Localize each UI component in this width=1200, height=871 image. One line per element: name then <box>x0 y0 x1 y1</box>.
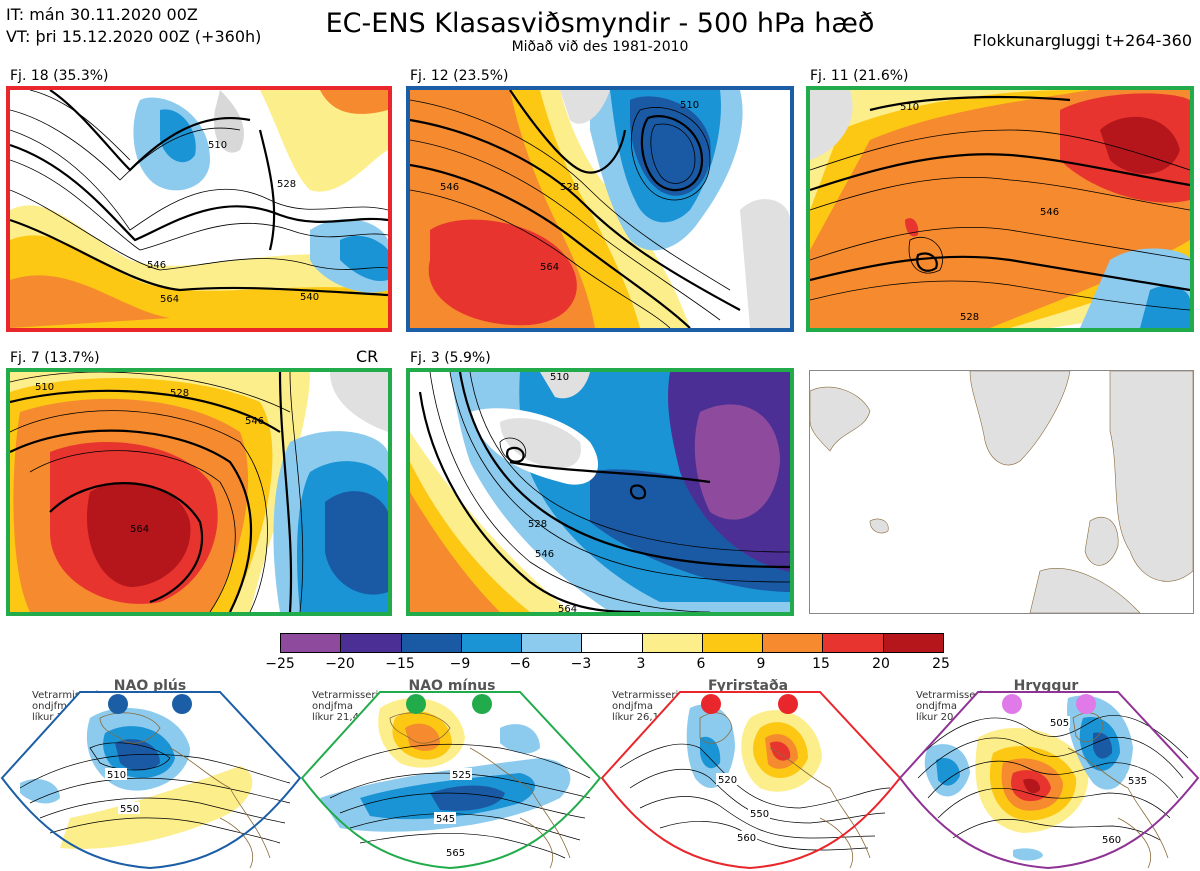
contour-label: 564 <box>130 524 149 535</box>
regime-3-marker <box>701 694 721 714</box>
panel-5-label: Fj. 3 (5.9%) <box>410 350 491 366</box>
colorbar-swatch <box>702 634 764 652</box>
colorbar-swatch <box>401 634 462 652</box>
regime-1-map: 510 550 <box>0 691 302 870</box>
regime-1-marker <box>108 694 128 714</box>
regime-2-map: 525 545 565 <box>300 691 602 870</box>
contour-label: 510 <box>680 100 699 111</box>
contour-label: 510 <box>900 102 919 113</box>
contour-label: 510 <box>107 770 126 781</box>
regime-3-map: 520 550 560 <box>600 691 902 870</box>
contour-label: 540 <box>300 292 319 303</box>
contour-label: 535 <box>1128 776 1147 787</box>
contour-label: 528 <box>277 179 296 190</box>
contour-label: 546 <box>535 549 554 560</box>
colorbar-tick: 20 <box>872 656 890 672</box>
colorbar-swatch <box>883 634 943 652</box>
regime-3-title: Fyrirstaða <box>707 678 789 694</box>
contour-label: 546 <box>1040 207 1059 218</box>
colorbar <box>280 633 944 653</box>
contour-label: 550 <box>750 809 769 820</box>
colorbar-swatch <box>461 634 523 652</box>
panel-4-tag: CR <box>356 347 379 366</box>
page-title: EC-ENS Klasasviðsmyndir - 500 hPa hæð <box>325 8 875 39</box>
contour-label: 564 <box>558 604 577 612</box>
regime-3-marker <box>778 694 798 714</box>
regime-4-map: 505 535 560 <box>898 691 1200 870</box>
contour-label: 560 <box>737 833 756 844</box>
cluster-map-4: 510 528 546 564 <box>6 368 392 616</box>
colorbar-tick: 6 <box>696 656 706 672</box>
cluster-map-1: 510 528 546 564 540 <box>6 86 392 332</box>
contour-label: 564 <box>160 294 179 305</box>
contour-label: 546 <box>147 260 166 271</box>
colorbar-tick: −20 <box>325 656 355 672</box>
regime-1-marker <box>172 694 192 714</box>
panel-2-label: Fj. 12 (23.5%) <box>410 68 509 84</box>
regime-3-note: Vetrarmisseri ondjfma líkur 26,1% <box>612 690 679 723</box>
colorbar-swatch <box>823 634 884 652</box>
regime-2-marker <box>406 694 426 714</box>
regime-4-title: Hryggur <box>1013 678 1079 694</box>
regime-2-note: Vetrarmisseri ondjfma líkur 21,4% <box>312 690 379 723</box>
cluster-map-2: 510 528 546 564 <box>406 86 794 332</box>
colorbar-tick: −25 <box>265 656 295 672</box>
header-info: IT: mán 30.11.2020 00Z VT: þri 15.12.202… <box>6 4 261 48</box>
contour-label: 510 <box>35 382 54 393</box>
contour-label: 528 <box>560 182 579 193</box>
regime-1-title: NAO plús <box>113 678 187 694</box>
colorbar-swatch <box>522 634 583 652</box>
colorbar-swatch <box>341 634 402 652</box>
contour-label: 525 <box>452 770 471 781</box>
regime-2-marker <box>472 694 492 714</box>
panel-1-label: Fj. 18 (35.3%) <box>10 68 109 84</box>
colorbar-tick: 15 <box>812 656 830 672</box>
contour-label: 510 <box>550 372 569 383</box>
contour-label: 510 <box>208 140 227 151</box>
regime-4-note: Vetrarmisseri ondjfma líkur 20,2% <box>916 690 983 723</box>
panel-4-label: Fj. 7 (13.7%) <box>10 350 100 366</box>
regime-4-marker <box>1076 694 1096 714</box>
contour-label: 505 <box>1050 718 1069 729</box>
regime-2-title: NAO mínus <box>408 678 496 694</box>
regime-4-marker <box>1002 694 1022 714</box>
issue-time: IT: mán 30.11.2020 00Z <box>6 5 198 24</box>
contour-label: 528 <box>528 519 547 530</box>
contour-label: 546 <box>245 416 264 427</box>
cluster-map-3: 510 528 546 <box>806 86 1194 332</box>
contour-label: 560 <box>1102 835 1121 846</box>
empty-basemap <box>809 370 1194 614</box>
contour-label: 546 <box>440 182 459 193</box>
page-subtitle: Miðað við des 1981-2010 <box>511 39 689 55</box>
classification-window: Flokkunargluggi t+264-360 <box>973 31 1192 50</box>
colorbar-tick: 3 <box>636 656 646 672</box>
contour-label: 528 <box>960 312 979 323</box>
colorbar-tick: −6 <box>509 656 531 672</box>
contour-label: 520 <box>718 775 737 786</box>
colorbar-swatch <box>763 634 824 652</box>
colorbar-swatch <box>281 634 342 652</box>
cluster-map-5: 510 528 546 564 <box>406 368 794 616</box>
colorbar-tick: −15 <box>385 656 415 672</box>
contour-label: 550 <box>120 804 139 815</box>
panel-3-label: Fj. 11 (21.6%) <box>810 68 909 84</box>
colorbar-swatch <box>582 634 643 652</box>
contour-label: 565 <box>446 848 465 859</box>
contour-label: 545 <box>436 814 455 825</box>
colorbar-tick: −3 <box>570 656 592 672</box>
colorbar-swatch <box>642 634 703 652</box>
contour-label: 564 <box>540 262 559 273</box>
colorbar-tick: 9 <box>756 656 766 672</box>
valid-time: VT: þri 15.12.2020 00Z (+360h) <box>6 27 262 46</box>
colorbar-tick: −9 <box>449 656 471 672</box>
contour-label: 528 <box>170 388 189 399</box>
colorbar-tick: 25 <box>932 656 950 672</box>
